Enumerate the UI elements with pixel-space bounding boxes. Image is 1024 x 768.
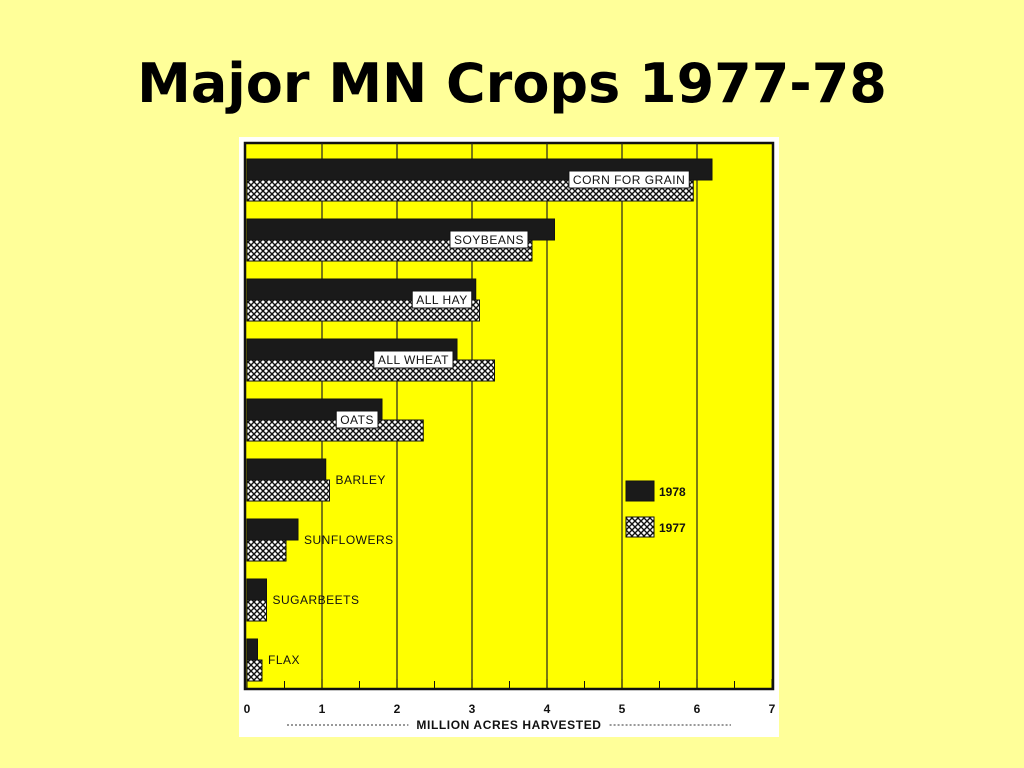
bar-1978-sunflowers: [246, 518, 299, 541]
bar-1977-sugarbeets: [246, 599, 267, 622]
bar-label-box: [411, 290, 473, 309]
x-axis-title: MILLION ACRES HARVESTED: [416, 718, 601, 732]
bar-1978-flax: [246, 638, 258, 661]
legend: 1978 1977: [625, 480, 686, 538]
bar-label-box: [373, 350, 454, 369]
legend-swatch-1978: [625, 480, 655, 502]
bar-label-flax: FLAX: [268, 653, 300, 667]
chart-panel: CORN FOR GRAIN SOYBEANS ALL HAY ALL WHEAT OA…: [239, 137, 779, 737]
x-tick-label: 2: [394, 702, 401, 716]
bar-label-box: [335, 410, 379, 429]
x-tick-label: 3: [469, 702, 476, 716]
bar-label-soybeans: SOYBEANS: [454, 233, 524, 247]
bar-label-corn-for-grain: CORN FOR GRAIN: [573, 173, 685, 187]
bar-chart: CORN FOR GRAIN SOYBEANS ALL HAY ALL WHEAT OA…: [244, 141, 776, 732]
bar-1977-flax: [246, 659, 263, 682]
bar-label-box: [449, 230, 529, 249]
x-tick-label: 7: [769, 702, 776, 716]
x-axis: 0 1 2 3 4 5 6 7 MILLION ACRES HARVESTED: [244, 679, 776, 732]
bar-1977-sunflowers: [246, 539, 287, 562]
bar-label-sugarbeets: SUGARBEETS: [273, 593, 360, 607]
legend-label-1978: 1978: [659, 485, 686, 499]
bar-label-all-hay: ALL HAY: [416, 293, 468, 307]
bar-1977-barley: [246, 479, 330, 502]
bar-labels: CORN FOR GRAIN SOYBEANS ALL HAY ALL WHEAT OA…: [268, 170, 690, 667]
legend-swatch-1977: [625, 516, 655, 538]
legend-label-1977: 1977: [659, 521, 686, 535]
bar-label-oats: OATS: [340, 413, 374, 427]
x-tick-label: 6: [694, 702, 701, 716]
bar-label-all-wheat: ALL WHEAT: [378, 353, 449, 367]
x-tick-label: 0: [244, 702, 251, 716]
bar-label-box: [568, 170, 690, 189]
x-tick-label: 1: [319, 702, 326, 716]
x-tick-label: 4: [544, 702, 551, 716]
bar-1977-oats: [246, 419, 424, 442]
bar-label-sunflowers: SUNFLOWERS: [304, 533, 394, 547]
slide-title: Major MN Crops 1977-78: [137, 52, 887, 115]
bars: [246, 158, 713, 682]
bar-label-barley: BARLEY: [336, 473, 386, 487]
bar-1977-all-wheat: [246, 359, 495, 382]
x-tick-label: 5: [619, 702, 626, 716]
bar-1978-sugarbeets: [246, 578, 267, 601]
bar-1978-barley: [246, 458, 327, 481]
